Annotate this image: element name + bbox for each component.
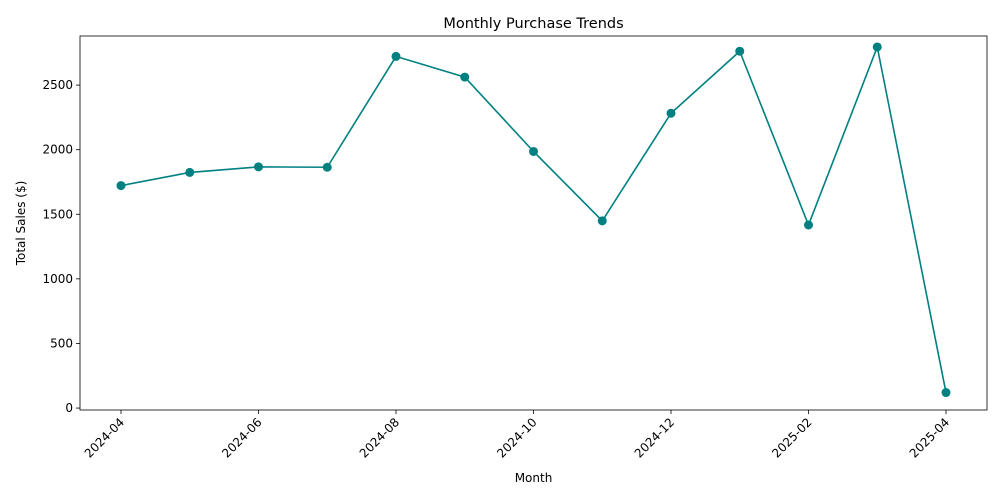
data-point (941, 388, 951, 398)
data-point (804, 220, 813, 230)
data-point (460, 72, 470, 82)
x-tick-label: 2024-04 (82, 415, 127, 460)
data-point (529, 146, 538, 156)
y-axis-label: Total Sales ($) (14, 181, 28, 267)
y-tick-label: 1000 (42, 272, 73, 286)
x-tick-label: 2025-04 (907, 415, 952, 460)
y-tick-label: 0 (65, 401, 73, 415)
x-tick-label: 2024-12 (632, 415, 677, 460)
chart-title: Monthly Purchase Trends (443, 16, 623, 32)
data-point (254, 162, 263, 172)
data-point (872, 42, 882, 52)
x-tick-label: 2024-06 (219, 415, 264, 460)
x-tick-label: 2024-08 (357, 415, 402, 460)
y-tick-label: 2500 (42, 78, 73, 92)
plot-area: 0 500 1000 1500 2000 2500 2024-04 2024-06 2024-0… (42, 42, 952, 461)
plot-frame (79, 35, 988, 411)
x-tick-label: 2024-10 (494, 415, 539, 460)
series-line (120, 44, 947, 393)
x-tick-label: 2025-02 (769, 415, 814, 460)
data-point (735, 46, 745, 56)
data-point (116, 181, 126, 191)
x-axis-label: Month (515, 471, 553, 485)
data-point (666, 108, 676, 118)
data-point (322, 162, 332, 172)
y-tick-label: 2000 (42, 143, 73, 157)
y-tick-label: 1500 (42, 207, 73, 221)
y-tick-label: 500 (50, 336, 73, 350)
data-point (391, 51, 401, 61)
data-point (185, 167, 195, 177)
data-point (597, 216, 607, 226)
